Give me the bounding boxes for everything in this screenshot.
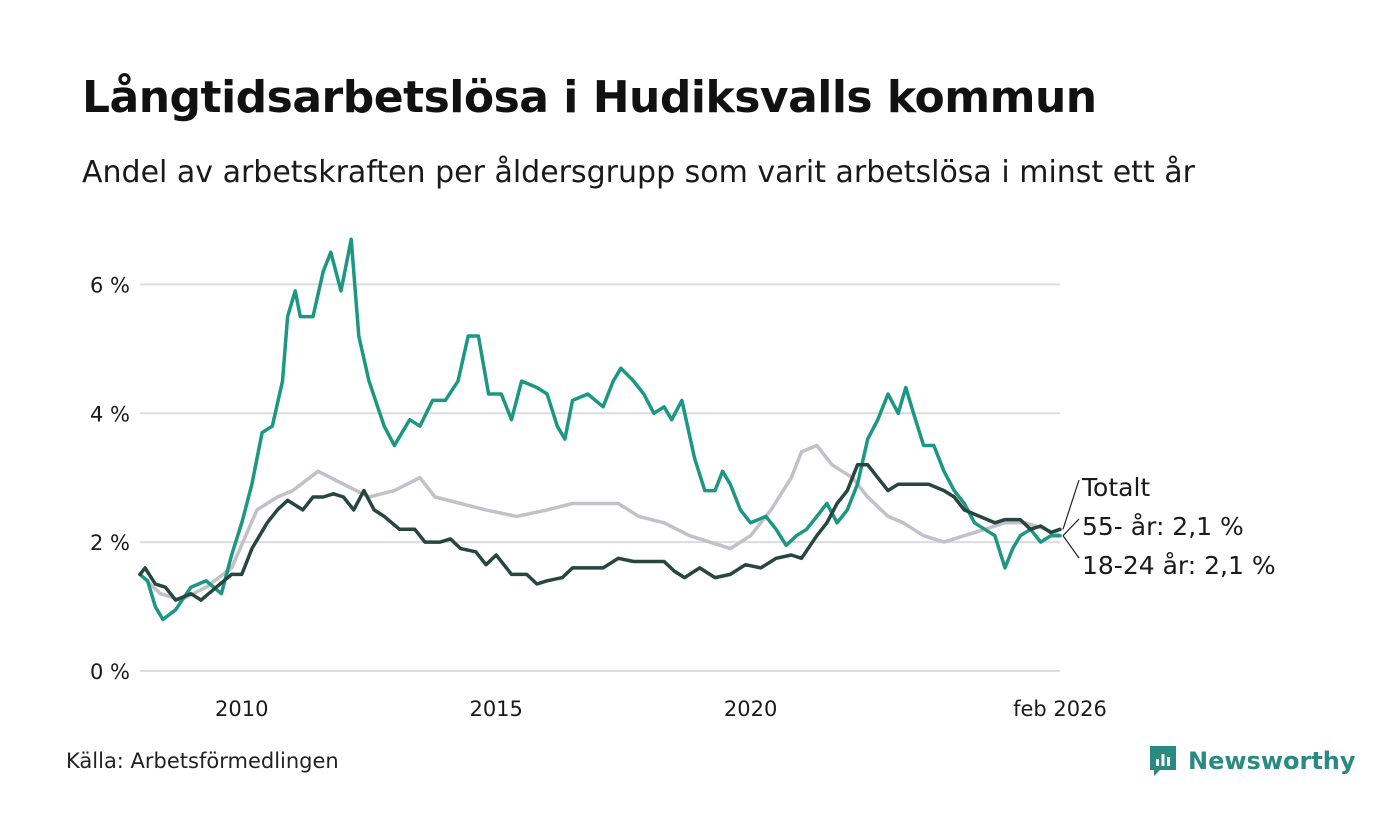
x-tick-label: 2020 <box>724 697 777 721</box>
series-end-label: 18-24 år: 2,1 % <box>1082 551 1276 580</box>
annotation-leader <box>1062 479 1080 530</box>
series-end-label: 55- år: 2,1 % <box>1082 512 1244 541</box>
series-line-totalt <box>138 463 1062 602</box>
y-tick-label: 0 % <box>90 660 130 684</box>
series-line-18-24-r <box>138 237 1062 622</box>
x-tick-label: 2010 <box>215 697 268 721</box>
y-tick-label: 2 % <box>90 531 130 555</box>
chart-title: Långtidsarbetslösa i Hudiksvalls kommun <box>82 72 1097 123</box>
brand-name: Newsworthy <box>1188 747 1356 775</box>
series-end-label: Totalt <box>1081 473 1150 502</box>
annotation-leader <box>1062 535 1080 559</box>
chart-subtitle: Andel av arbetskraften per åldersgrupp s… <box>82 155 1195 190</box>
annotation-leader <box>1062 518 1080 537</box>
source-note: Källa: Arbetsförmedlingen <box>66 749 339 773</box>
series-line-55-r <box>138 443 1062 602</box>
x-tick-label: feb 2026 <box>1013 697 1107 721</box>
y-tick-label: 6 % <box>90 273 130 297</box>
y-tick-label: 4 % <box>90 402 130 426</box>
newsworthy-logo[interactable]: Newsworthy <box>1148 744 1356 778</box>
x-tick-label: 2015 <box>469 697 522 721</box>
newsworthy-icon <box>1150 746 1176 776</box>
